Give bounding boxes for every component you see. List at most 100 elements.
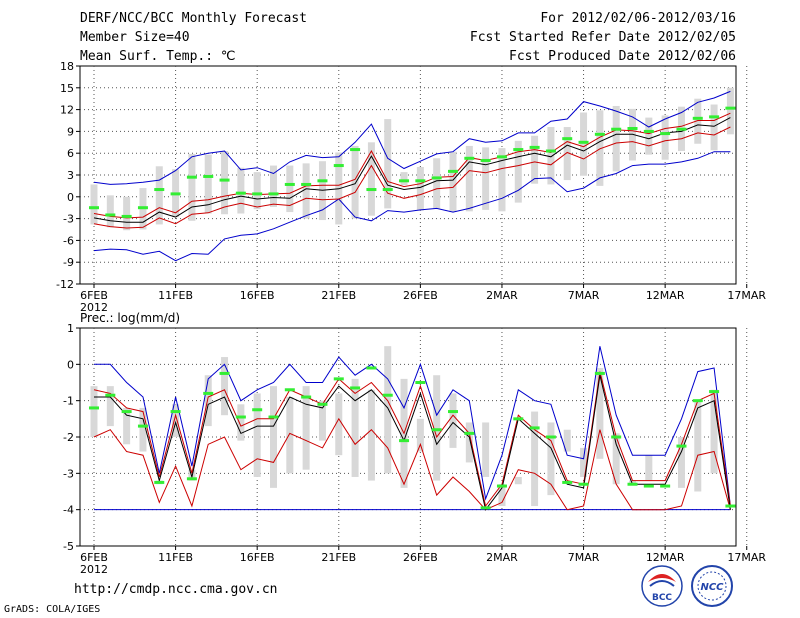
prec-mean-mark [154,480,165,484]
temp-mean-mark [709,115,720,119]
prec-xtick-label: 21FEB [321,551,356,564]
bcc-logo-swoosh-blue [649,580,675,587]
temp-mean-mark [594,132,605,136]
temp-spread-box [580,112,588,176]
prec-ytick-label: -5 [63,540,74,553]
prec-spread-box [237,404,245,441]
temp-spread-box [726,87,734,135]
bcc-logo-ring [641,565,683,607]
temp-mean-mark [317,179,328,183]
prec-mean-mark [268,415,279,419]
temp-xtick-label: 16FEB [240,289,275,302]
temp-variable-label: Mean Surf. Temp.: ℃ [80,49,236,64]
temp-spread-box [286,165,294,213]
prec-spread-box [547,422,555,496]
temp-spread-box [498,148,506,212]
temp-spread-box [123,196,131,231]
temp-mean-mark [154,188,165,192]
temp-ytick-label: 18 [60,60,74,73]
forecast-refer-date: Fcst Started Refer Date 2012/02/05 [469,30,736,45]
prec-spread-box [612,433,620,485]
temp-ytick-label: -3 [63,213,74,226]
temp-mean-mark [170,192,181,196]
prec-mean-mark [170,410,181,414]
prec-mean-mark [709,390,720,394]
temp-spread-box [514,140,522,203]
prec-mean-mark [415,381,426,384]
temp-ytick-label: -12 [56,278,74,291]
prec-spread-box [123,407,131,445]
prec-inner-high-line [93,371,731,508]
temp-spread-box [482,147,490,210]
temp-ytick-label: -6 [63,234,74,247]
temp-spread-box [270,165,278,207]
prec-ytick-label: -4 [63,504,74,517]
temp-spread-box [221,151,229,215]
temp-spread-box [563,127,571,181]
prec-spread-box [498,484,506,507]
temp-spread-box [90,184,98,225]
temp-ytick-label: 9 [67,125,74,138]
prec-mean-mark [137,424,148,428]
temp-mean-mark [366,188,377,192]
prec-ytick-label: 1 [67,322,74,335]
temp-inner-low-line [93,126,731,229]
temp-ytick-label: 15 [60,82,74,95]
prec-xtick-label: 6FEB [80,551,108,564]
temp-mean-mark [562,137,573,141]
prec-variable-label: Prec.: log(mm/d) [80,311,180,325]
ncc-logo: NCC [691,565,733,607]
temp-spread-box [188,153,196,221]
prec-spread-box [384,346,392,474]
prec-mean-mark [660,484,671,488]
prec-mean-mark [350,386,361,390]
prec-spread-box [629,480,637,485]
forecast-period: For 2012/02/06-2012/03/16 [540,11,736,26]
prec-spread-box [270,386,278,488]
prec-mean-mark [89,406,99,410]
source-url[interactable]: http://cmdp.ncc.cma.gov.cn [74,582,278,597]
temp-mean-mark [235,191,246,195]
temp-xtick-label: 26FEB [403,289,438,302]
bcc-logo-text: BCC [652,593,672,603]
prec-spread-box [172,404,180,437]
prec-mean-mark [366,366,377,370]
temp-spread-box [449,151,457,213]
temp-mean-mark [121,214,132,218]
prec-mean-mark [333,377,344,381]
temp-xtick-label: 7MAR [568,289,600,302]
temp-mean-mark [496,155,507,159]
prec-mean-mark [529,426,540,430]
prec-outer-high-line [94,346,731,507]
prec-spread-box [351,378,359,477]
prec-mean-mark [448,410,459,414]
prec-spread-box [563,429,571,452]
temp-spread-box [645,117,653,155]
temp-mean-mark [301,182,312,186]
temp-spread-box [596,110,604,186]
temp-mean-mark [399,179,410,183]
temp-xtick-label: 2MAR [486,289,518,302]
prec-mean-mark [480,506,491,510]
temp-spread-box [237,167,245,214]
prec-spread-box [531,411,539,507]
prec-mean-mark [399,439,410,443]
prec-spread-box [335,393,343,456]
prec-xtick-label: 11FEB [158,551,193,564]
prec-xtick-label: 17MAR [727,551,766,564]
temp-mean-mark [513,148,524,152]
temp-ytick-label: -9 [63,256,74,269]
temp-ytick-label: 0 [67,191,74,204]
prec-spread-box [139,407,147,452]
temp-outer-high-line [93,90,731,185]
prec-mean-mark [594,371,605,375]
prec-mean-mark [203,391,214,395]
temp-ytick-label: 3 [67,169,74,182]
prec-mean-mark [252,408,263,412]
prec-spread-box [318,400,326,441]
prec-mean-mark [725,504,736,508]
prec-ytick-label: -3 [63,467,74,480]
temp-mean-mark [137,206,148,210]
prec-spread-box [106,386,114,427]
